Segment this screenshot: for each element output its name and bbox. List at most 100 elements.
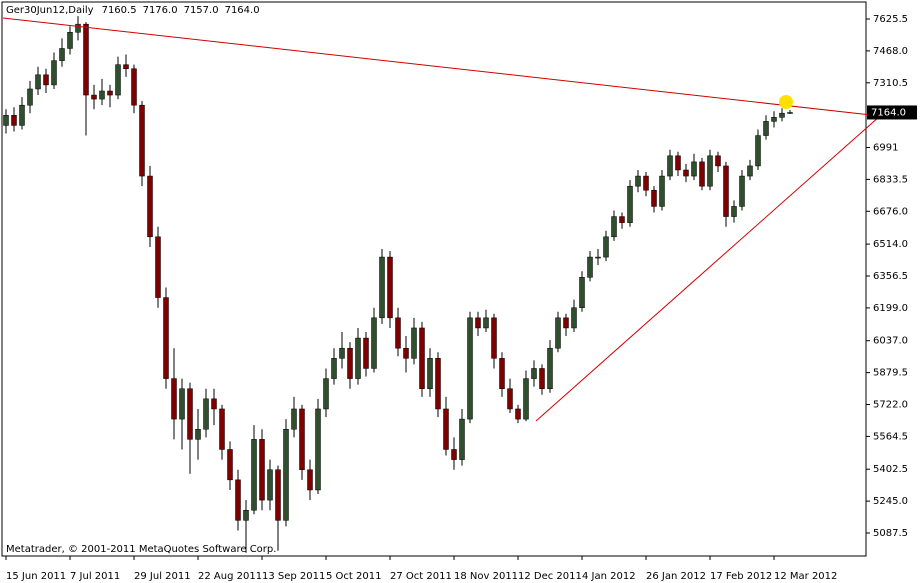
candle-body bbox=[707, 155, 713, 187]
x-tick-label: 12 Dec 2011 bbox=[518, 571, 582, 582]
candle-body bbox=[451, 449, 457, 460]
candle-body bbox=[435, 358, 441, 410]
y-tick-label: 7625.5 bbox=[873, 14, 908, 25]
candle-body bbox=[275, 469, 281, 521]
candle-body bbox=[691, 161, 697, 177]
candle-body bbox=[611, 216, 617, 238]
candle-body bbox=[635, 175, 641, 187]
x-tick-label: 17 Feb 2012 bbox=[710, 571, 772, 582]
candle-body bbox=[443, 408, 449, 450]
candle-body bbox=[139, 104, 145, 177]
candle-body bbox=[715, 155, 721, 167]
candle-body bbox=[59, 48, 65, 61]
candle-body bbox=[491, 317, 497, 359]
y-tick-label: 7468.0 bbox=[873, 46, 908, 57]
header-value: 7160.5 bbox=[102, 5, 137, 16]
y-tick-label: 5564.5 bbox=[873, 431, 908, 442]
candle-body bbox=[19, 104, 25, 126]
y-tick-label: 6514.0 bbox=[873, 239, 908, 250]
candle-body bbox=[99, 90, 105, 100]
candle-body bbox=[3, 115, 9, 126]
candle-body bbox=[27, 88, 33, 106]
x-tick-label: 5 Oct 2011 bbox=[326, 571, 381, 582]
candle-body bbox=[523, 378, 529, 420]
candle-body bbox=[331, 358, 337, 379]
candle-body bbox=[155, 236, 161, 298]
candle-body bbox=[187, 388, 193, 440]
candle-body bbox=[75, 23, 81, 33]
candle-body bbox=[11, 115, 17, 126]
candle-body bbox=[163, 297, 169, 379]
plot-frame bbox=[1, 1, 867, 557]
candle-body bbox=[203, 398, 209, 430]
y-tick-label: 5879.5 bbox=[873, 368, 908, 379]
x-tick-label: 27 Oct 2011 bbox=[390, 571, 452, 582]
candle-body bbox=[739, 175, 745, 207]
candle-body bbox=[43, 74, 49, 86]
candle-body bbox=[515, 408, 521, 420]
candle-body bbox=[651, 189, 657, 207]
y-tick-label: 6037.0 bbox=[873, 336, 908, 347]
candle-body bbox=[411, 327, 417, 359]
candle-body bbox=[251, 439, 257, 511]
candle-body bbox=[499, 358, 505, 389]
candle-body bbox=[507, 388, 513, 410]
candle-body bbox=[563, 317, 569, 329]
candle-body bbox=[259, 439, 265, 501]
y-tick-label: 5402.5 bbox=[873, 464, 908, 475]
candle-body bbox=[355, 337, 361, 379]
x-tick-label: 15 Jun 2011 bbox=[6, 571, 66, 582]
x-tick-label: 22 Aug 2011 bbox=[198, 571, 262, 582]
footer: Metatrader, © 2001-2011 MetaQuotes Softw… bbox=[6, 544, 276, 555]
candle-body bbox=[363, 337, 369, 369]
candle-body bbox=[315, 408, 321, 491]
candle-body bbox=[555, 317, 561, 349]
candle-body bbox=[603, 236, 609, 258]
candle-body bbox=[91, 94, 97, 100]
candle-body bbox=[403, 347, 409, 359]
candle-body bbox=[115, 64, 121, 96]
candle-body bbox=[627, 185, 633, 223]
candle-body bbox=[579, 277, 585, 308]
candle-body bbox=[211, 398, 217, 410]
candle-body bbox=[675, 155, 681, 171]
resistance-trendline bbox=[2, 17, 881, 117]
header-value: 7164.0 bbox=[225, 5, 260, 16]
candle-body bbox=[699, 161, 705, 187]
candle-body bbox=[387, 256, 393, 319]
candle-body bbox=[195, 428, 201, 440]
candle-body bbox=[723, 165, 729, 217]
y-tick-label: 5722.0 bbox=[873, 400, 908, 411]
candle-body bbox=[683, 169, 689, 177]
candle-body bbox=[763, 121, 769, 136]
candle-body bbox=[147, 175, 153, 238]
candle-body bbox=[459, 418, 465, 460]
candle-body bbox=[171, 378, 177, 420]
header-value: 7176.0 bbox=[143, 5, 178, 16]
candle-body bbox=[547, 347, 553, 389]
candle-body bbox=[291, 408, 297, 430]
highlight-marker bbox=[779, 95, 793, 109]
candle-body bbox=[339, 347, 345, 359]
y-tick-label: 6676.0 bbox=[873, 206, 908, 217]
candle-body bbox=[467, 317, 473, 420]
y-tick-label: 6356.5 bbox=[873, 271, 908, 282]
candle-body bbox=[619, 216, 625, 223]
candle-body bbox=[227, 449, 233, 481]
candle-body bbox=[179, 388, 185, 420]
candle-body bbox=[539, 368, 545, 389]
candle-body bbox=[83, 23, 89, 96]
candle-body bbox=[51, 60, 57, 86]
candle-body bbox=[755, 135, 761, 167]
candle-body bbox=[779, 112, 785, 118]
candle-body bbox=[531, 368, 537, 379]
candle-body bbox=[571, 307, 577, 329]
y-tick-label: 7310.5 bbox=[873, 78, 908, 89]
plot-area bbox=[3, 16, 793, 553]
y-tick-label: 5245.0 bbox=[873, 496, 908, 507]
x-tick-label: 29 Jul 2011 bbox=[134, 571, 191, 582]
x-tick-label: 13 Sep 2011 bbox=[262, 571, 325, 582]
x-tick-label: 12 Mar 2012 bbox=[774, 571, 837, 582]
candle-body bbox=[323, 378, 329, 410]
candle-body bbox=[475, 317, 481, 329]
